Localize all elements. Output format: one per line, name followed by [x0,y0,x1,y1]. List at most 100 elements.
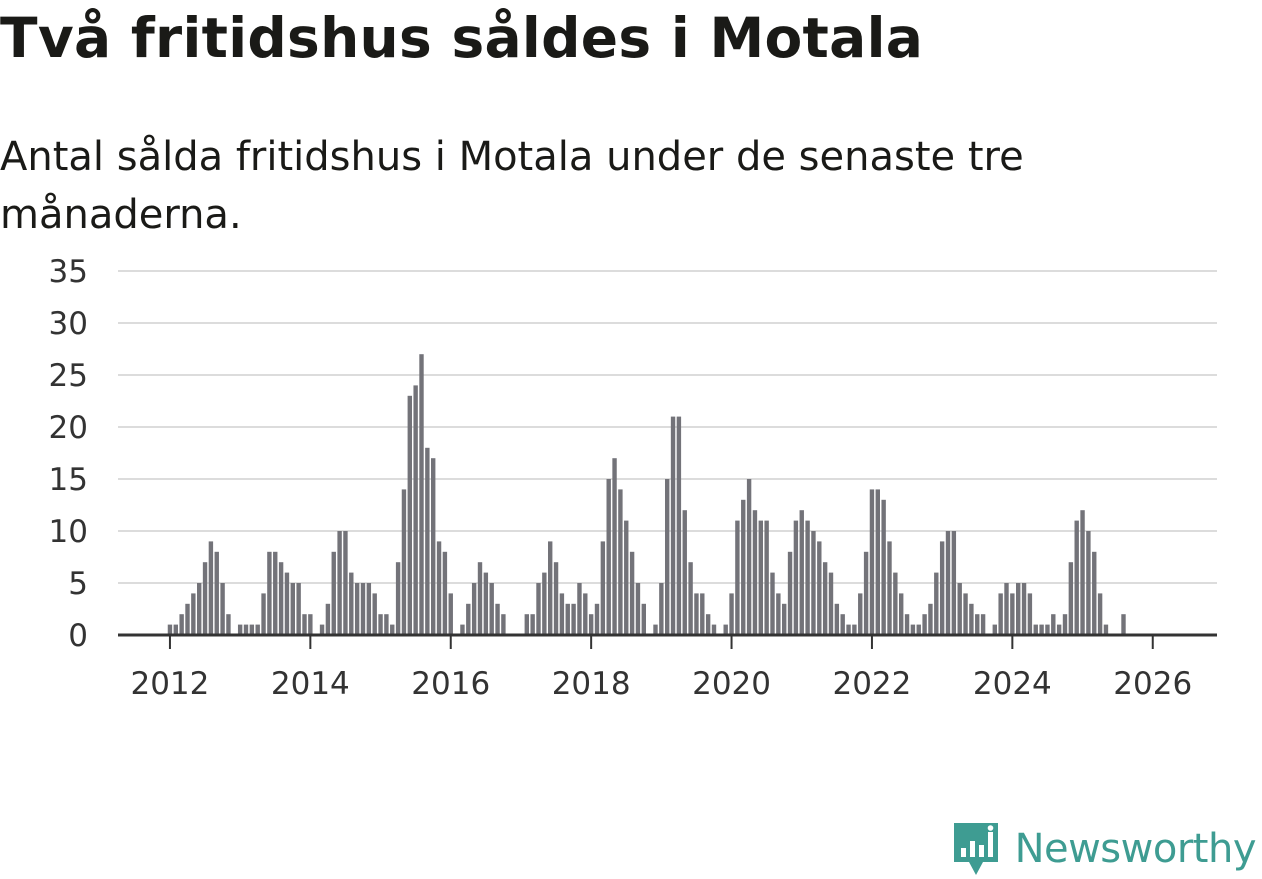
bar [226,614,231,635]
bar [319,624,325,635]
bar [741,499,746,635]
x-tick-label: 2018 [552,666,631,702]
bar [372,593,377,635]
logo-text: Newsworthy [1014,826,1257,872]
bar [899,593,904,635]
bar [460,624,465,635]
bar [261,593,266,635]
bar [992,624,997,635]
bar [863,551,869,635]
bar [811,531,816,635]
bar [1092,551,1097,635]
bar [588,614,594,635]
bar [179,614,184,635]
bar [758,520,763,635]
bar [185,603,190,635]
bar [618,489,623,635]
bar [624,520,629,635]
bar [267,551,272,635]
bar [694,593,699,635]
bar [571,603,576,635]
bar [255,624,260,635]
bar [354,583,360,635]
bar [928,603,933,635]
bar [828,572,834,635]
bar [191,593,196,635]
bar [822,562,828,635]
bar [167,624,173,635]
bar [308,614,313,635]
bar [401,489,407,635]
bar [536,583,541,635]
bar [635,583,641,635]
bar [670,416,676,635]
bar [945,531,951,635]
bar [471,583,477,635]
bar [980,614,986,635]
bar [723,624,728,635]
bar [302,614,307,635]
x-tick-label: 2026 [1113,666,1192,702]
bar [202,562,208,635]
bar [477,562,483,635]
bar [787,551,793,635]
bar [237,624,243,635]
bar [1062,614,1068,635]
bar [1039,624,1044,635]
bar [173,624,178,635]
bar [425,447,430,635]
bar [1103,624,1109,635]
bar [793,520,799,635]
bar [296,583,301,635]
bar [1097,593,1103,635]
bar [782,603,787,635]
newsworthy-logo: Newsworthy [951,819,1257,879]
bar [483,572,489,635]
bar [583,593,588,635]
bar [951,531,957,635]
bar [325,603,331,635]
y-tick-label: 20 [49,410,88,446]
bar [1086,531,1091,635]
bar [887,541,892,635]
bar [600,541,606,635]
bar [676,416,682,635]
x-tick-label: 2020 [692,666,771,702]
x-tick-label: 2024 [973,666,1052,702]
bar [249,624,255,635]
bar [711,624,717,635]
bar [1016,583,1021,635]
bar [817,541,822,635]
bar [705,614,711,635]
bar [495,603,500,635]
bar [489,583,494,635]
bar [395,562,401,635]
y-tick-label: 0 [68,618,88,654]
x-axis-ticks: 2012 2014 2016 2018 2020 2022 2024 2026 [130,635,1192,702]
y-tick-label: 25 [49,358,88,394]
bar [466,603,471,635]
bar [1021,583,1027,635]
bar [975,614,980,635]
bar [278,562,284,635]
bar [682,510,687,635]
bar [840,614,845,635]
bar [290,583,295,635]
bar [1080,510,1085,635]
bar [770,572,775,635]
bar [641,603,646,635]
bar [852,624,857,635]
bar [220,583,225,635]
bar [577,583,582,635]
bar [834,603,840,635]
bar [846,624,851,635]
bar [700,593,705,635]
bar [197,583,202,635]
y-tick-label: 30 [49,306,88,342]
bar [1004,583,1009,635]
bar [337,531,342,635]
bar [553,562,559,635]
x-tick-label: 2014 [271,666,350,702]
bar [1068,562,1074,635]
bar [869,489,875,635]
